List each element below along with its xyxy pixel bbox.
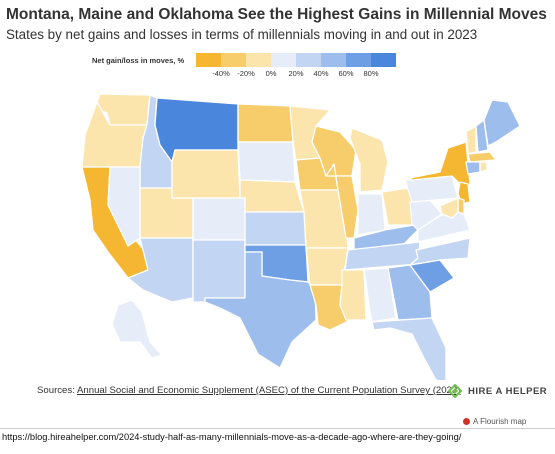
legend-tick-label: 0% <box>265 69 277 78</box>
legend-tick-label: 60% <box>338 69 354 78</box>
legend-swatch <box>296 53 321 67</box>
state-fl[interactable] <box>371 317 447 380</box>
state-ma[interactable] <box>467 151 497 163</box>
state-ri[interactable] <box>479 161 488 173</box>
state-ne[interactable] <box>239 179 305 213</box>
legend-tick-label: -20% <box>237 69 255 78</box>
legend-color-scale <box>196 53 396 67</box>
state-nm[interactable] <box>192 239 246 303</box>
divider <box>0 428 555 429</box>
source-url: https://blog.hireahelper.com/2024-study-… <box>2 432 462 442</box>
legend-title: Net gain/loss in moves, % <box>92 56 185 65</box>
legend-swatch <box>246 53 271 67</box>
state-ct[interactable] <box>465 161 481 175</box>
legend-swatch <box>371 53 396 67</box>
sources-link[interactable]: Annual Social and Economic Supplement (A… <box>77 385 461 396</box>
state-ks[interactable] <box>244 211 307 246</box>
chart-title: Montana, Maine and Oklahoma See the High… <box>6 6 547 23</box>
legend-swatch <box>221 53 246 67</box>
sources-line: Sources: Annual Social and Economic Supp… <box>37 385 460 396</box>
legend-swatch <box>321 53 346 67</box>
brand-name: HIRE A HELPER <box>468 385 548 397</box>
state-me[interactable] <box>483 99 521 147</box>
state-ga[interactable] <box>387 264 433 321</box>
state-de[interactable] <box>457 197 465 215</box>
state-co[interactable] <box>192 197 246 241</box>
us-choropleth-map <box>81 93 521 380</box>
state-mi[interactable] <box>349 127 389 193</box>
legend-swatch <box>271 53 296 67</box>
state-il[interactable] <box>325 163 359 239</box>
chart-subtitle: States by net gains and losses in terms … <box>6 27 478 42</box>
flourish-logo-icon <box>463 418 470 425</box>
flourish-credit[interactable]: A Flourish map <box>463 417 526 426</box>
legend-tick-label: -40% <box>212 69 230 78</box>
state-in[interactable] <box>357 193 386 236</box>
legend-tick-label: 80% <box>363 69 379 78</box>
state-ny[interactable] <box>409 141 471 191</box>
state-tx[interactable] <box>204 251 317 369</box>
state-wy[interactable] <box>171 149 241 199</box>
legend-swatch <box>196 53 221 67</box>
diamond-logo-icon <box>448 384 462 398</box>
sources-prefix: Sources: <box>37 385 77 396</box>
state-nc[interactable] <box>409 237 471 266</box>
state-nd[interactable] <box>237 103 294 143</box>
legend-tick-label: 40% <box>313 69 329 78</box>
state-vt[interactable] <box>465 125 477 155</box>
state-sd[interactable] <box>237 141 296 183</box>
flourish-label: A Flourish map <box>473 417 527 426</box>
state-md[interactable] <box>439 197 459 219</box>
state-ms[interactable] <box>339 269 367 321</box>
brand-logo[interactable]: HIRE A HELPER <box>448 384 547 398</box>
legend-tick-label: 20% <box>288 69 304 78</box>
state-ak[interactable] <box>111 299 163 359</box>
state-al[interactable] <box>363 267 397 323</box>
legend-swatch <box>346 53 371 67</box>
